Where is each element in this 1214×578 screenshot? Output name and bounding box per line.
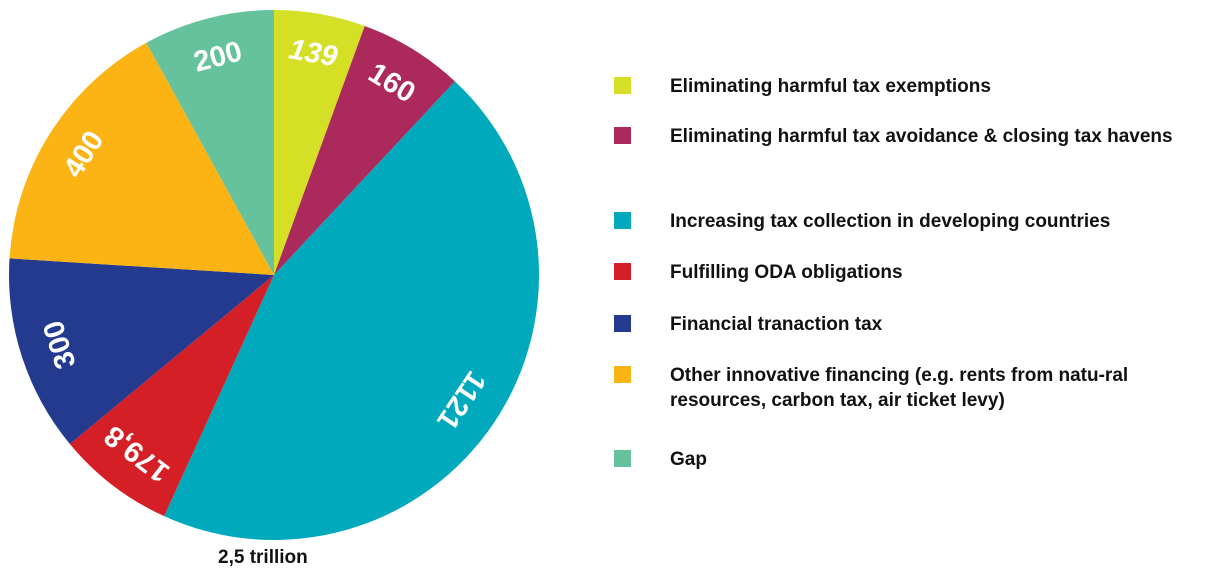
legend-item-7: Gap bbox=[614, 447, 1214, 472]
pie-slice-3 bbox=[164, 81, 540, 541]
legend-item-5: Financial tranaction tax bbox=[614, 312, 1214, 337]
legend-item-6: Other innovative financing (e.g. rents f… bbox=[614, 363, 1214, 413]
legend-label: Eliminating harmful tax exemptions bbox=[670, 76, 991, 97]
pie-slice-4 bbox=[69, 275, 274, 517]
legend-label: Increasing tax collection in developing … bbox=[670, 211, 1111, 232]
legend-label: Other innovative financing (e.g. rents f… bbox=[670, 365, 1129, 411]
legend-item-3: Increasing tax collection in developing … bbox=[614, 209, 1214, 234]
legend-swatch bbox=[614, 212, 631, 229]
legend-swatch bbox=[614, 315, 631, 332]
legend-swatch bbox=[614, 127, 631, 144]
legend-label: Gap bbox=[670, 449, 707, 470]
legend-swatch bbox=[614, 77, 631, 94]
legend-label: Financial tranaction tax bbox=[670, 314, 883, 335]
legend-swatch bbox=[614, 263, 631, 280]
legend-item-4: Fulfilling ODA obligations bbox=[614, 260, 1214, 285]
legend-item-1: Eliminating harmful tax exemptions bbox=[614, 74, 1214, 99]
pie-slice-2 bbox=[274, 26, 455, 276]
legend-label: Eliminating harmful tax avoidance & clos… bbox=[670, 126, 1173, 147]
pie-slice-7 bbox=[146, 10, 274, 275]
pie-slice-1 bbox=[274, 10, 365, 275]
legend-item-2: Eliminating harmful tax avoidance & clos… bbox=[614, 124, 1214, 149]
pie-slice-6 bbox=[9, 42, 275, 275]
legend-swatch bbox=[614, 450, 631, 467]
pie-slice-5 bbox=[8, 258, 275, 444]
legend-label: Fulfilling ODA obligations bbox=[670, 262, 903, 283]
legend-swatch bbox=[614, 366, 631, 383]
total-label: 2,5 trillion bbox=[218, 547, 308, 568]
